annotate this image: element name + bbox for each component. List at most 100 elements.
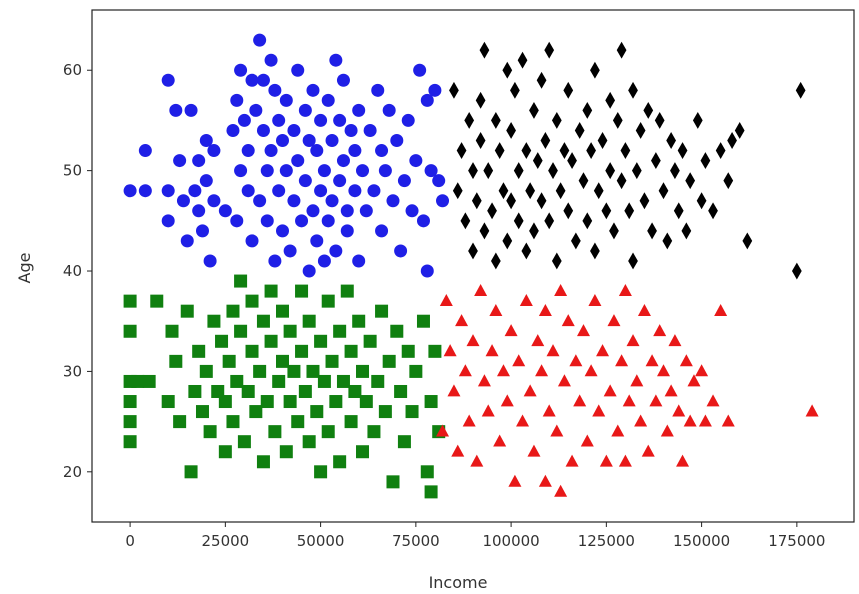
- circle-point: [237, 113, 251, 127]
- square-point: [359, 395, 373, 409]
- square-point: [184, 465, 198, 479]
- diamond-point: [517, 51, 528, 69]
- triangle-point: [519, 293, 533, 307]
- diamond-point: [490, 111, 501, 129]
- triangle-point: [512, 354, 526, 367]
- triangle-point: [607, 314, 621, 327]
- diamond-point: [605, 162, 616, 180]
- triangle-point: [439, 293, 453, 307]
- diamond-point: [723, 172, 734, 190]
- diamond-point: [593, 182, 604, 200]
- circle-point: [241, 184, 255, 198]
- triangle-point: [641, 444, 655, 457]
- triangle-point: [695, 364, 709, 377]
- circle-point: [176, 194, 190, 208]
- triangle-point: [653, 324, 667, 337]
- circle-point: [188, 184, 202, 198]
- diamond-point: [708, 202, 718, 220]
- circle-point: [314, 113, 328, 127]
- circle-point: [317, 164, 331, 178]
- circle-point: [195, 224, 209, 238]
- triangle-point: [531, 334, 545, 347]
- square-point: [188, 384, 202, 398]
- square-point: [329, 395, 343, 409]
- triangle-point: [535, 364, 549, 377]
- triangle-point: [618, 454, 632, 467]
- triangle-point: [546, 344, 560, 357]
- square-point: [287, 364, 301, 378]
- square-point: [306, 364, 320, 378]
- x-tick-label: 25000: [201, 532, 249, 550]
- square-point: [344, 415, 358, 429]
- circle-point: [317, 254, 331, 268]
- circle-point: [249, 103, 263, 117]
- square-point: [253, 364, 267, 378]
- diamond-point: [631, 162, 642, 180]
- x-tick-label: 100000: [482, 532, 539, 550]
- square-point: [314, 465, 328, 479]
- triangle-point: [611, 424, 625, 437]
- square-point: [325, 354, 339, 368]
- circle-point: [245, 73, 259, 87]
- square-point: [321, 294, 335, 308]
- square-point: [142, 374, 156, 388]
- circle-point: [169, 103, 183, 117]
- square-point: [375, 304, 389, 318]
- x-tick-label: 0: [125, 532, 135, 550]
- chart-marks: [123, 33, 819, 499]
- square-point: [310, 405, 324, 419]
- triangle-point: [645, 354, 659, 367]
- diamond-point: [742, 232, 753, 250]
- square-point: [123, 294, 137, 308]
- square-point: [348, 384, 362, 398]
- diamond-point: [506, 192, 516, 210]
- square-point: [218, 445, 232, 459]
- square-point: [279, 445, 293, 459]
- triangle-point: [573, 394, 587, 407]
- diamond-point: [468, 162, 478, 180]
- square-point: [283, 324, 297, 338]
- circle-point: [375, 144, 389, 158]
- square-point: [180, 304, 194, 318]
- x-tick-label: 150000: [673, 532, 730, 550]
- triangle-point: [683, 414, 697, 427]
- circle-point: [310, 144, 324, 158]
- circle-point: [336, 73, 350, 87]
- diamond-point: [460, 212, 471, 230]
- circle-point: [264, 144, 278, 158]
- square-point: [256, 314, 270, 328]
- square-point: [314, 334, 328, 348]
- circle-point: [302, 264, 316, 278]
- circle-point: [314, 184, 328, 198]
- triangle-point: [660, 424, 674, 437]
- circle-point: [180, 234, 194, 248]
- circle-point: [272, 184, 286, 198]
- triangle-point: [466, 334, 480, 347]
- square-point: [123, 435, 137, 449]
- square-point: [123, 415, 137, 429]
- diamond-point: [620, 142, 631, 159]
- square-point: [215, 334, 229, 348]
- diamond-point: [582, 212, 593, 230]
- square-point: [123, 324, 137, 338]
- diamond-point: [673, 202, 684, 220]
- y-tick-label: 20: [63, 463, 82, 481]
- y-tick-label: 30: [63, 362, 82, 380]
- diamond-point: [521, 242, 532, 260]
- circle-point: [234, 63, 248, 77]
- triangle-point: [481, 404, 495, 417]
- circle-point: [230, 93, 244, 107]
- diamond-point: [487, 202, 497, 220]
- diamond-point: [590, 242, 600, 260]
- circle-point: [371, 83, 385, 97]
- x-tick-label: 50000: [297, 532, 345, 550]
- circle-point: [272, 113, 286, 127]
- square-point: [356, 445, 370, 459]
- square-point: [207, 314, 221, 328]
- diamond-point: [647, 222, 657, 240]
- square-point: [356, 364, 370, 378]
- triangle-point: [542, 404, 556, 417]
- diamond-point: [692, 111, 703, 129]
- circle-point: [420, 93, 434, 107]
- diamond-point: [475, 132, 486, 149]
